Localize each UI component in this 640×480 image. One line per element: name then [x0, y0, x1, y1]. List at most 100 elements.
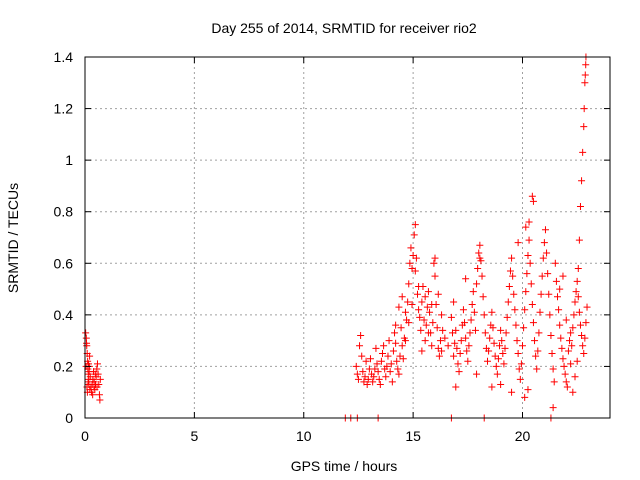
data-point — [560, 362, 568, 370]
data-point — [456, 350, 464, 358]
data-point — [468, 301, 476, 309]
data-point — [464, 357, 472, 365]
data-point — [563, 383, 571, 391]
data-point — [439, 326, 447, 334]
data-point — [399, 355, 407, 363]
data-point — [497, 326, 505, 334]
data-point — [426, 308, 434, 316]
data-point — [436, 337, 444, 345]
data-point — [511, 306, 519, 314]
data-point — [538, 272, 546, 280]
data-point — [528, 192, 536, 200]
data-point — [488, 383, 496, 391]
data-point — [525, 236, 533, 244]
data-point — [420, 316, 428, 324]
data-point — [478, 272, 486, 280]
data-point — [578, 177, 586, 185]
data-point — [405, 280, 413, 288]
data-point — [503, 313, 511, 321]
data-point — [549, 404, 557, 412]
data-point — [424, 329, 432, 337]
data-point — [91, 370, 99, 378]
data-point — [540, 239, 548, 247]
y-tick-label: 0 — [65, 410, 73, 426]
data-point — [418, 298, 426, 306]
data-point — [444, 342, 452, 350]
data-point — [529, 319, 537, 327]
data-point — [485, 347, 493, 355]
data-point — [86, 352, 94, 360]
data-point — [496, 342, 504, 350]
grid-layer — [85, 57, 610, 418]
data-point — [506, 267, 514, 275]
data-point — [366, 355, 374, 363]
y-tick-label: 0.2 — [54, 358, 74, 374]
data-point — [428, 342, 436, 350]
data-point — [539, 254, 547, 262]
data-point — [391, 329, 399, 337]
data-point — [411, 221, 419, 229]
data-point — [510, 290, 518, 298]
data-point — [453, 344, 461, 352]
data-point — [546, 311, 554, 319]
x-axis-label: GPS time / hours — [291, 458, 398, 474]
data-point — [438, 347, 446, 355]
data-point — [579, 342, 587, 350]
data-point — [572, 288, 580, 296]
data-point — [512, 321, 520, 329]
data-point — [452, 383, 460, 391]
data-point — [392, 339, 400, 347]
data-point — [575, 308, 583, 316]
data-point — [576, 321, 584, 329]
data-point — [564, 347, 572, 355]
data-point — [431, 272, 439, 280]
data-point — [509, 272, 517, 280]
data-point — [433, 324, 441, 332]
data-point — [461, 319, 469, 327]
data-point — [386, 368, 394, 376]
data-point — [566, 337, 574, 345]
x-tick-label: 0 — [81, 428, 89, 444]
data-point — [574, 293, 582, 301]
data-point — [558, 344, 566, 352]
data-point — [537, 290, 545, 298]
data-point — [519, 342, 526, 350]
data-point — [421, 293, 429, 301]
data-point — [422, 321, 430, 329]
data-point — [486, 334, 494, 342]
data-point — [82, 329, 90, 337]
data-point — [463, 347, 471, 355]
data-point — [412, 254, 420, 262]
data-point — [415, 306, 423, 314]
data-point — [567, 360, 575, 368]
data-point — [450, 298, 458, 306]
data-point — [352, 362, 360, 370]
axes: 0 5 10 15 20 0 0.2 0.4 0.6 0.8 1 1.2 1.4 — [54, 49, 611, 444]
data-point — [526, 259, 534, 267]
plot-frame — [84, 56, 611, 419]
data-point — [559, 272, 567, 280]
data-points — [82, 53, 591, 422]
data-point — [411, 267, 419, 275]
data-point — [379, 350, 386, 358]
data-point — [476, 254, 484, 262]
data-point — [570, 311, 578, 319]
data-point — [549, 365, 557, 373]
data-point — [388, 378, 396, 386]
data-point — [505, 282, 513, 290]
data-point — [404, 298, 412, 306]
data-point — [473, 370, 481, 378]
data-point — [383, 362, 391, 370]
data-point — [536, 308, 544, 316]
data-point — [525, 218, 533, 226]
data-point — [492, 362, 500, 370]
data-point — [398, 293, 406, 301]
data-point — [580, 123, 588, 131]
data-point — [556, 285, 564, 293]
data-point — [580, 350, 588, 358]
data-point — [467, 316, 475, 324]
data-point — [559, 355, 567, 363]
data-point — [574, 264, 582, 272]
data-point — [571, 373, 579, 381]
data-point — [515, 365, 523, 373]
